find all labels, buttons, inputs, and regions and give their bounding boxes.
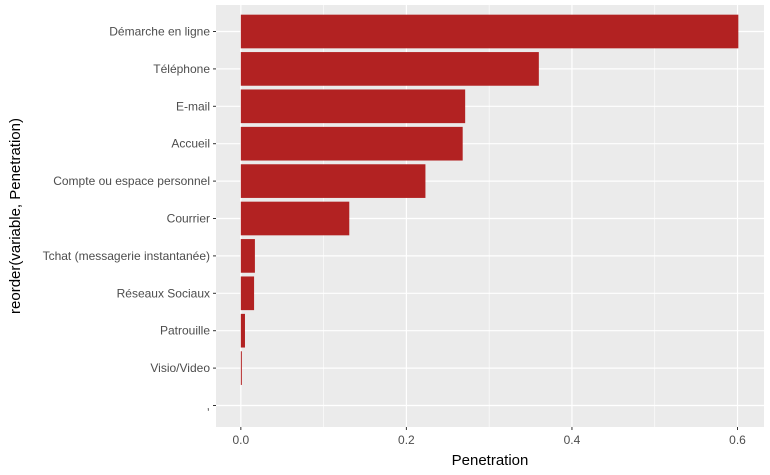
bar [240, 201, 350, 236]
y-tick-label: Patrouille [160, 324, 210, 338]
x-tick-label: 0.4 [564, 433, 581, 447]
x-tick-label: 0.0 [232, 433, 249, 447]
bar [240, 52, 539, 86]
y-tick-label: , [207, 399, 210, 413]
y-tick-label: Compte ou espace personnel [53, 174, 210, 188]
bars [240, 14, 739, 385]
x-tick-label: 0.2 [398, 433, 415, 447]
bar [240, 313, 245, 348]
y-tick-label: Accueil [171, 137, 210, 151]
bar [240, 351, 242, 385]
y-tick-label: Téléphone [153, 62, 210, 76]
bar [240, 89, 466, 124]
y-tick-label: E-mail [176, 99, 210, 113]
bar [240, 14, 739, 49]
y-axis-title: reorder(variable, Penetration) [7, 118, 24, 314]
y-tick-label: Visio/Video [150, 361, 210, 375]
y-tick-label: Réseaux Sociaux [117, 286, 210, 300]
x-tick-label: 0.6 [729, 433, 746, 447]
y-axis-ticks: Démarche en ligne Téléphone E-mail Accueil C… [43, 25, 216, 413]
x-axis-ticks: 0.0 0.2 0.4 0.6 [232, 427, 746, 447]
bar [240, 276, 255, 311]
bar [240, 164, 426, 198]
x-axis-title: Penetration [452, 452, 529, 469]
y-tick-label: Démarche en ligne [109, 25, 210, 39]
y-tick-label: Courrier [167, 212, 210, 226]
y-tick-label: Tchat (messagerie instantanée) [43, 249, 210, 263]
bar [240, 239, 255, 273]
bar [240, 126, 463, 161]
